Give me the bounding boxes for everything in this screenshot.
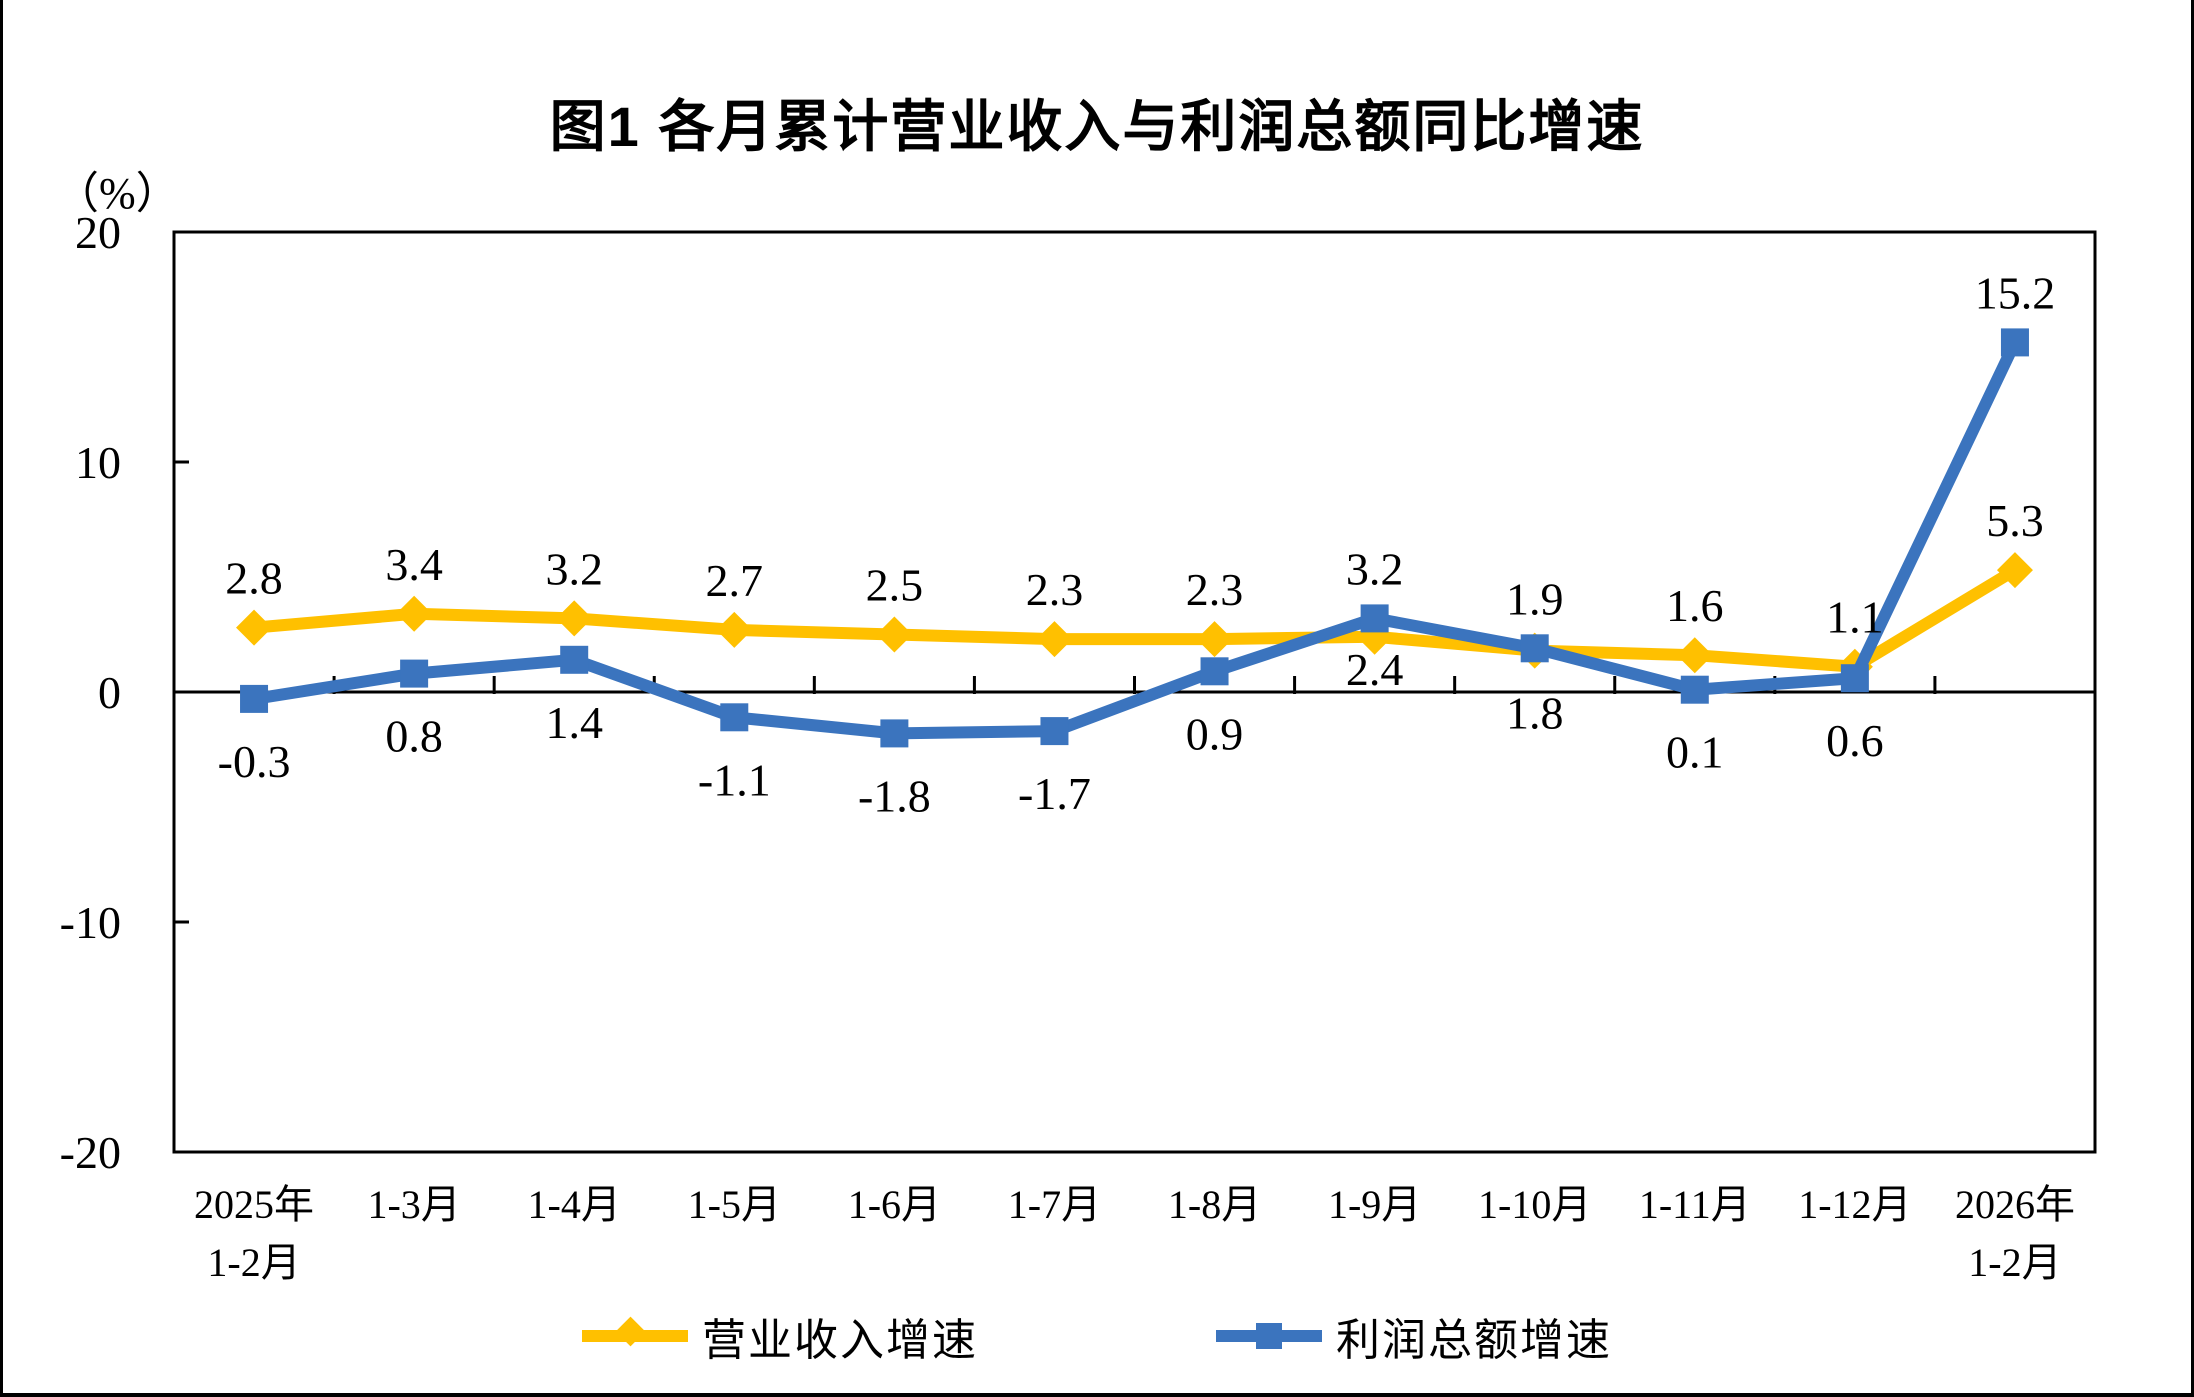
x-axis-label: 1-3月 xyxy=(367,1182,460,1227)
series-1-data-label: 0.9 xyxy=(1186,708,1244,759)
y-axis-unit-label: （%） xyxy=(55,169,180,218)
series-0-marker xyxy=(556,600,593,637)
series-0-data-label: 5.3 xyxy=(1986,495,2044,546)
series-1-data-label: -1.8 xyxy=(858,770,931,821)
series-0-marker xyxy=(1036,621,1073,658)
profit-legend-square-icon xyxy=(1256,1323,1282,1349)
series-0-marker xyxy=(1676,637,1713,674)
x-axis-label: 1-8月 xyxy=(1168,1182,1261,1227)
series-1-data-label: 1.4 xyxy=(545,697,603,748)
legend-label-profit: 利润总额增速 xyxy=(1336,1316,1612,1365)
y-tick-label: -20 xyxy=(60,1127,121,1178)
revenue-line-diamond-swatch xyxy=(582,1316,688,1347)
y-tick-label: 20 xyxy=(75,207,121,258)
x-axis-label: 2025年 xyxy=(194,1182,314,1227)
series-1-marker xyxy=(400,659,429,688)
series-0-data-label: 3.2 xyxy=(545,543,603,594)
series-0-data-label: 3.4 xyxy=(385,539,443,590)
x-axis-label: 1-11月 xyxy=(1639,1182,1751,1227)
series-1-marker xyxy=(720,703,749,732)
y-tick-label: 0 xyxy=(98,667,121,718)
series-0-data-label: 2.3 xyxy=(1026,564,1084,615)
x-axis-label: 1-2月 xyxy=(207,1240,300,1285)
series-1-marker xyxy=(1680,675,1709,704)
series-1-data-label: 0.8 xyxy=(385,711,443,762)
series-1-data-label: -1.1 xyxy=(698,754,771,805)
series-1-marker xyxy=(1200,657,1229,686)
series-0-data-label: 1.8 xyxy=(1506,688,1564,739)
series-1-data-label: 3.2 xyxy=(1346,543,1404,594)
series-0-data-label: 2.3 xyxy=(1186,564,1244,615)
series-1-marker xyxy=(560,645,589,674)
legend-item-revenue: 营业收入增速 xyxy=(582,1304,978,1368)
series-0-data-label: 2.5 xyxy=(866,560,924,611)
series-1-marker xyxy=(2000,328,2029,357)
legend-label-revenue: 营业收入增速 xyxy=(702,1316,978,1365)
legend: 营业收入增速 利润总额增速 xyxy=(3,1304,2191,1368)
profit-line-square-swatch xyxy=(1216,1323,1322,1349)
series-0-marker xyxy=(1196,621,1233,658)
series-0-data-label: 1.6 xyxy=(1666,580,1724,631)
series-1-data-label: -1.7 xyxy=(1018,768,1091,819)
series-1-data-label: 0.6 xyxy=(1826,715,1884,766)
x-axis-label: 1-2月 xyxy=(1968,1240,2061,1285)
series-1-marker xyxy=(1040,717,1069,746)
series-0-marker xyxy=(236,609,273,646)
x-axis-label: 1-10月 xyxy=(1478,1182,1591,1227)
x-axis-label: 1-5月 xyxy=(688,1182,781,1227)
x-axis-label: 1-6月 xyxy=(848,1182,941,1227)
series-1-data-label: 0.1 xyxy=(1666,727,1724,778)
series-1-data-label: 15.2 xyxy=(1975,267,2056,318)
x-axis-label: 1-9月 xyxy=(1328,1182,1421,1227)
x-axis-label: 1-4月 xyxy=(528,1182,621,1227)
series-1-marker xyxy=(880,719,909,748)
series-1-marker xyxy=(1360,604,1389,633)
series-1-marker xyxy=(1840,664,1869,693)
x-axis-label: 1-12月 xyxy=(1798,1182,1911,1227)
series-0-marker xyxy=(876,616,913,653)
series-0-data-label: 2.8 xyxy=(225,553,283,604)
series-0-data-label: 2.7 xyxy=(706,555,764,606)
series-1-marker xyxy=(240,684,269,713)
chart-title: 图1 各月累计营业收入与利润总额同比增速 xyxy=(549,95,1645,158)
legend-item-profit: 利润总额增速 xyxy=(1216,1304,1612,1368)
series-0-marker xyxy=(1996,552,2033,589)
series-0-line xyxy=(253,564,2019,673)
y-tick-label: -10 xyxy=(60,897,121,948)
y-tick-label: 10 xyxy=(75,437,121,488)
series-0-data-label: 2.4 xyxy=(1346,644,1404,695)
series-0-data-label: 1.1 xyxy=(1826,592,1884,643)
series-1-data-label: 1.9 xyxy=(1506,573,1564,624)
series-1-marker xyxy=(1520,634,1549,663)
series-0-marker xyxy=(396,595,433,632)
x-axis-label: 2026年 xyxy=(1955,1182,2075,1227)
x-axis-label: 1-7月 xyxy=(1008,1182,1101,1227)
plot-svg: （%）20 10 0 -10 -20 2025年 1-2月 1-3月 1-4月 1-5月 1-6月 1… xyxy=(55,169,2097,1285)
series-1-line xyxy=(253,339,2021,740)
series-1-data-label: -0.3 xyxy=(218,736,291,787)
series-0-marker xyxy=(716,611,753,648)
